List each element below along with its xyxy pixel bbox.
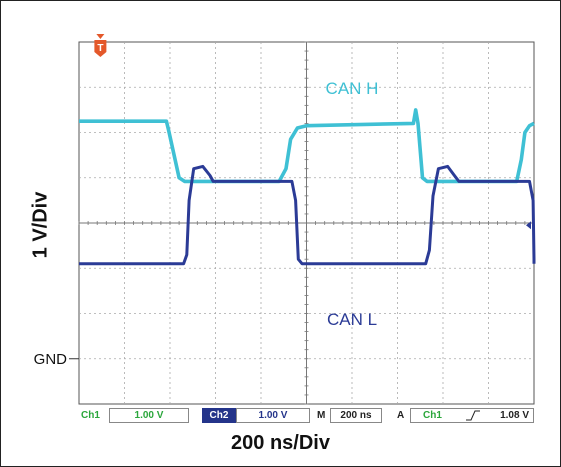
trigger-marker-label: T <box>97 43 103 54</box>
trace-can-l <box>79 164 536 266</box>
x-axis-label: 200 ns/Div <box>231 432 330 454</box>
trigger-channel: Ch1 <box>423 410 442 421</box>
marks: T CAN H CAN L <box>94 34 531 329</box>
trigger-level: 1.08 V <box>500 410 529 421</box>
ch2-scale: 1.00 V <box>236 408 310 423</box>
y-axis-label: 1 V/Div <box>29 191 52 259</box>
timebase-label: M <box>317 410 326 421</box>
traces <box>79 108 536 266</box>
trigger-box: Ch1 1.08 V <box>410 408 534 423</box>
trace-can-h <box>79 108 535 184</box>
trigger-arrow-icon <box>96 34 105 39</box>
trigger-marker-icon <box>94 40 107 57</box>
rising-edge-icon <box>466 410 480 421</box>
ch1-label: Ch1 <box>81 410 100 421</box>
acquisition-label: A <box>397 410 405 421</box>
trigger-level-arrow-icon <box>526 221 531 230</box>
annotation-can-l: CAN L <box>327 310 377 329</box>
ch1-scale: 1.00 V <box>109 408 189 423</box>
status-bar: Ch1 1.00 V Ch2 1.00 V M 200 ns A Ch1 1.0… <box>79 408 534 423</box>
timebase-value: 200 ns <box>330 408 382 423</box>
ch2-label: Ch2 <box>202 408 236 423</box>
grid: GND <box>34 41 535 405</box>
ground-label: GND <box>34 351 68 368</box>
y-axis-label-wrap: 1 V/Div <box>18 150 64 300</box>
oscilloscope-chart: GND T CAN H CAN L <box>34 34 536 405</box>
annotation-can-h: CAN H <box>326 79 379 98</box>
